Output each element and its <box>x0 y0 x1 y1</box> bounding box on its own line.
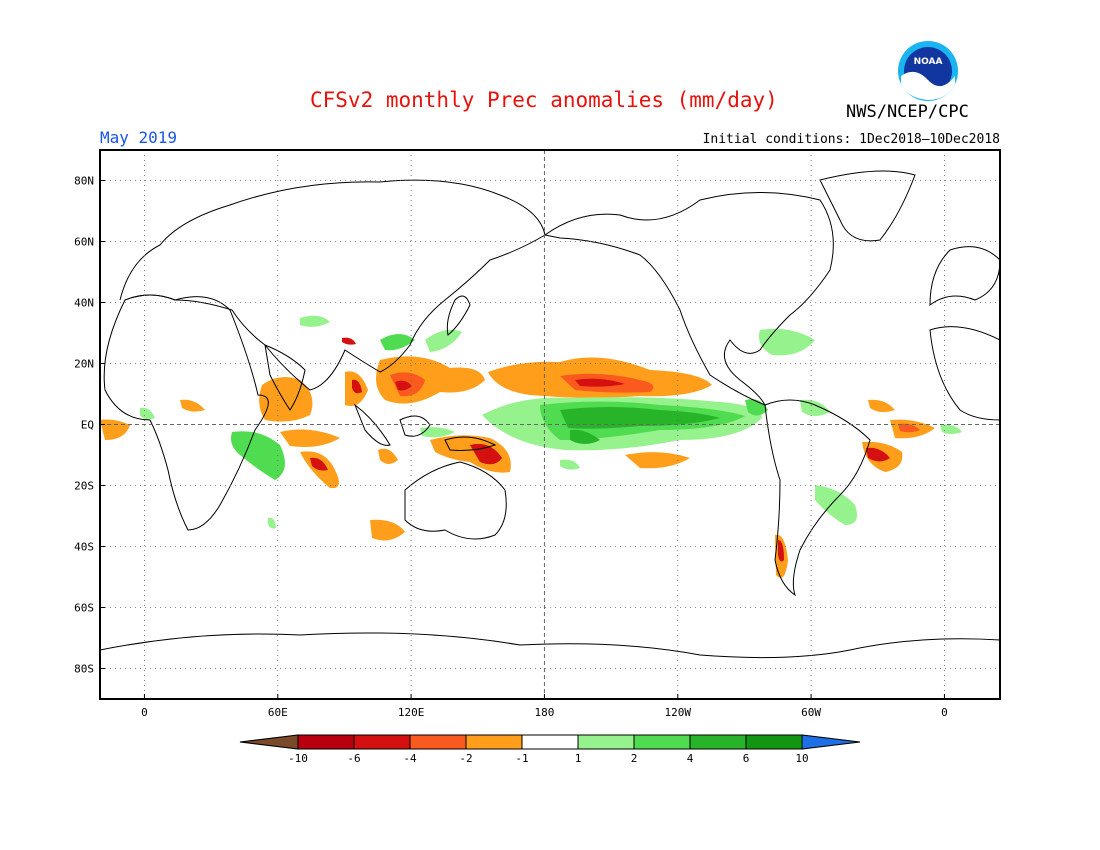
longitude-label: 120E <box>398 706 425 719</box>
coastline-south-america <box>764 399 871 597</box>
latitude-label: 60N <box>74 236 94 249</box>
anomaly-patch <box>231 431 285 480</box>
latitude-label: 20S <box>74 480 94 493</box>
coastline-north-america <box>543 192 834 406</box>
latitude-label: 80N <box>74 175 94 188</box>
longitude-label: 180 <box>535 706 555 719</box>
coastline-japan <box>446 295 471 336</box>
coastline-new-guinea <box>444 436 497 451</box>
anomaly-patch <box>560 407 720 429</box>
coastline-greenland <box>819 170 916 242</box>
colorbar-low-arrow <box>239 734 299 750</box>
latitude-label: 80S <box>74 663 94 676</box>
anomaly-patch <box>815 485 858 525</box>
coastlines <box>100 170 1000 659</box>
anomaly-patch <box>140 407 155 420</box>
longitude-label: 60W <box>801 706 821 719</box>
coastline-borneo <box>399 415 431 437</box>
latitude-label: 40S <box>74 541 94 554</box>
colorbar-segment <box>689 734 747 750</box>
colorbar-high-arrow <box>801 734 861 750</box>
longitude-label: 60E <box>268 706 288 719</box>
anomaly-patch <box>570 429 600 444</box>
color-bar: -10 -6 -4 -2 -1 1 2 4 6 10 <box>239 734 861 765</box>
colorbar-label: 10 <box>795 752 808 765</box>
anomaly-patch <box>778 540 784 562</box>
latitude-axis: 80N 60N 40N 20N EQ 20S 40S 60S 80S <box>74 175 105 676</box>
coastline-europe-east <box>929 246 1000 306</box>
anomaly-patch <box>758 328 815 356</box>
anomaly-patch <box>420 427 455 438</box>
anomaly-patch <box>342 337 356 345</box>
coastline-africa-east <box>929 326 1000 421</box>
anomaly-patch <box>280 429 340 447</box>
colorbar-label: 2 <box>631 752 638 765</box>
graticule <box>100 150 1000 699</box>
colorbar-label: 6 <box>743 752 750 765</box>
anomaly-patch <box>866 447 890 462</box>
anomaly-patch <box>800 399 830 416</box>
colorbar-label: -10 <box>288 752 308 765</box>
coastline-africa <box>103 294 269 531</box>
noaa-logo-text: NOAA <box>914 57 943 67</box>
longitude-label: 0 <box>141 706 148 719</box>
colorbar-segment <box>353 734 411 750</box>
noaa-logo: NOAA <box>897 40 959 102</box>
longitude-label: 0 <box>941 706 948 719</box>
anomaly-patch <box>380 334 415 351</box>
latitude-label: 20N <box>74 358 94 371</box>
latitude-label: 40N <box>74 297 94 310</box>
org-label: NWS/NCEP/CPC <box>846 102 969 122</box>
anomaly-patch <box>575 378 625 387</box>
colorbar-label: -4 <box>403 752 417 765</box>
anomaly-patch <box>180 399 205 412</box>
anomaly-patch <box>940 424 962 434</box>
anomaly-patch <box>268 517 276 529</box>
longitude-axis: 0 60E 120E 180 120W 60W 0 <box>141 694 948 719</box>
colorbar-segment <box>577 734 635 750</box>
coastline-australia <box>404 461 507 540</box>
anomaly-patch <box>370 519 405 541</box>
anomaly-patch <box>395 380 412 391</box>
colorbar-segment <box>465 734 523 750</box>
coastline-sumatra <box>353 403 391 446</box>
colorbar-segment <box>633 734 691 750</box>
anomaly-patch <box>560 459 580 470</box>
chart-title: CFSv2 monthly Prec anomalies (mm/day) <box>310 88 778 112</box>
anomaly-patch <box>425 329 462 352</box>
colorbar-label: 4 <box>687 752 694 765</box>
anomaly-patch <box>310 457 328 471</box>
initial-conditions-label: Initial conditions: 1Dec2018–10Dec2018 <box>702 132 1000 147</box>
colorbar-label: 1 <box>575 752 582 765</box>
anomaly-patch <box>898 423 920 433</box>
month-label: May 2019 <box>100 128 178 147</box>
anomaly-patch <box>745 399 768 416</box>
anomaly-patch <box>378 448 398 464</box>
coastline-antarctica <box>100 632 1000 659</box>
colorbar-segment <box>409 734 467 750</box>
colorbar-label: -6 <box>347 752 360 765</box>
longitude-label: 120W <box>665 706 692 719</box>
colorbar-segment <box>745 734 803 750</box>
colorbar-label: -2 <box>459 752 472 765</box>
colorbar-segment <box>297 734 355 750</box>
latitude-label: EQ <box>81 419 94 432</box>
colorbar-label: -1 <box>515 752 528 765</box>
anomaly-patch <box>300 315 330 327</box>
anomaly-patch <box>352 379 362 394</box>
coastline-eurasia <box>119 179 546 391</box>
colorbar-segment <box>521 734 579 750</box>
anomaly-patch <box>868 399 895 413</box>
anomaly-patch <box>259 376 313 422</box>
latitude-label: 60S <box>74 602 94 615</box>
anomaly-patch <box>625 452 690 469</box>
